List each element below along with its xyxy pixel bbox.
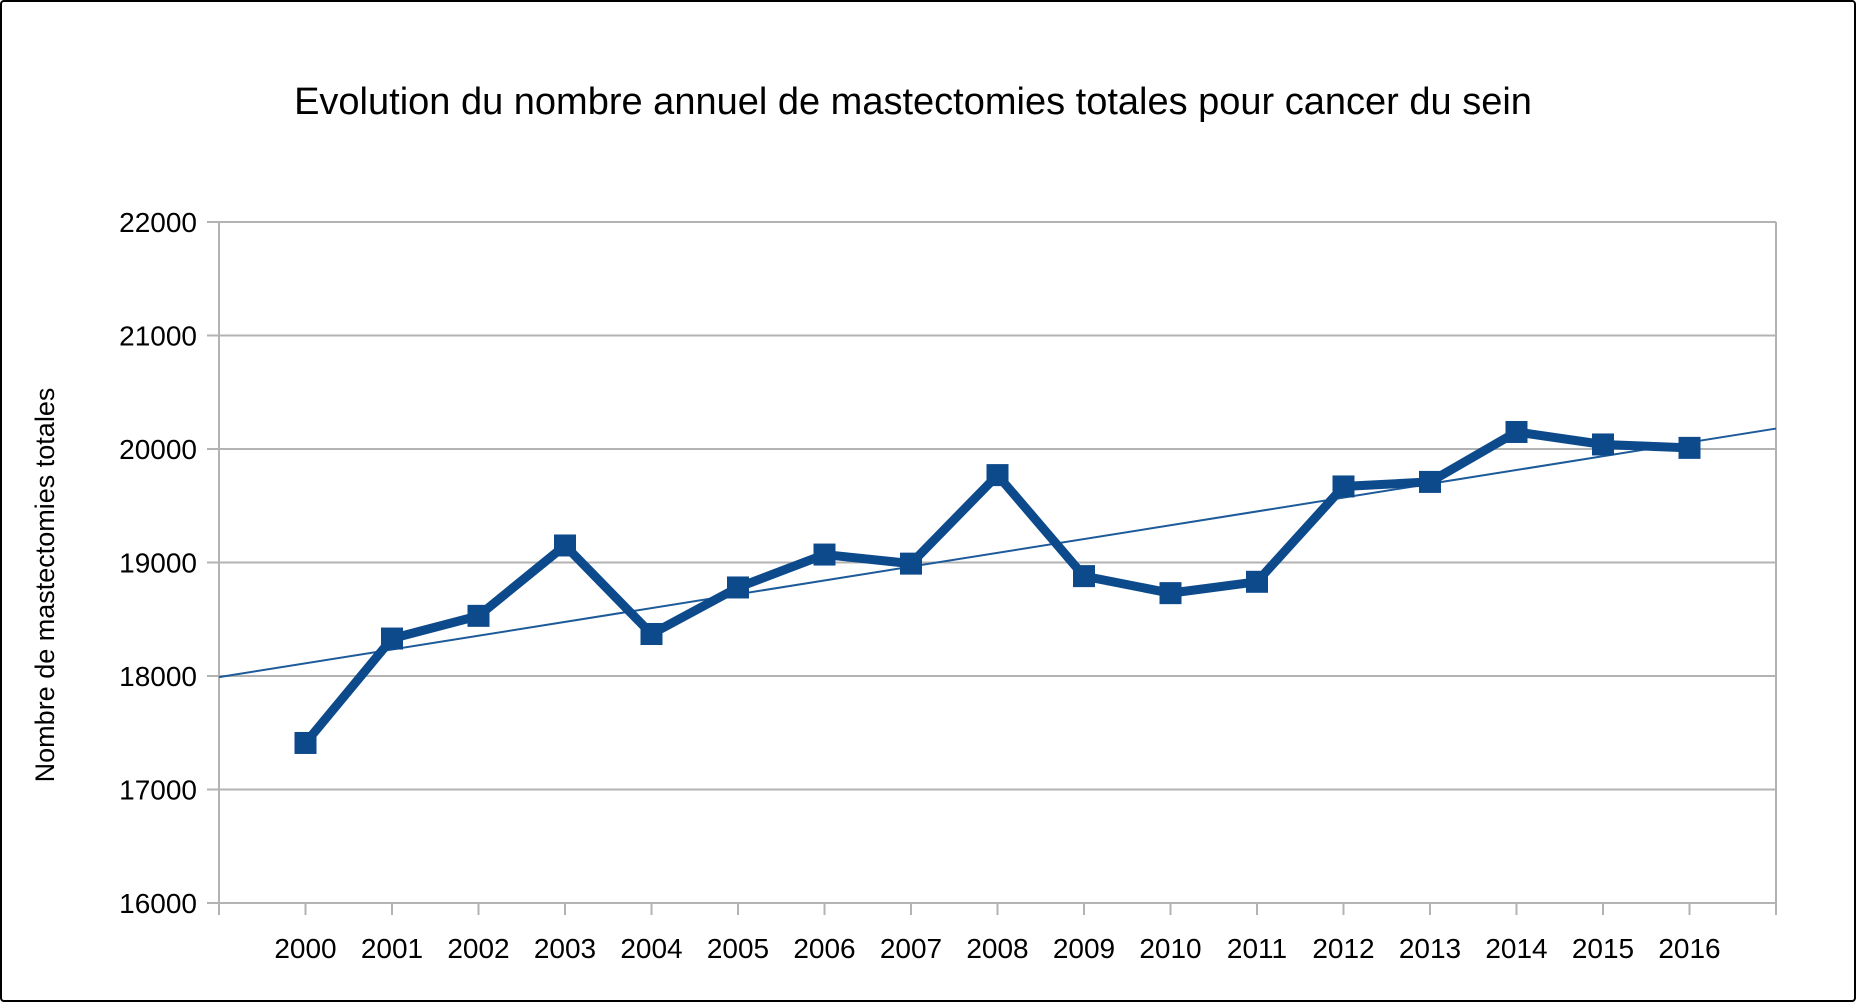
x-tick-label-2013: 2013: [1399, 933, 1461, 964]
data-point-2010: [1159, 582, 1182, 605]
x-tick-labels: 2000 2001 2002 2003 2004 2005 2006 2007 2008 2009…: [274, 933, 1720, 964]
trendline-group: [218, 427, 1777, 679]
x-tick-label-2003: 2003: [534, 933, 596, 964]
axes: [207, 221, 1777, 915]
y-tick-label-18000: 18000: [119, 661, 197, 692]
data-point-2015: [1592, 433, 1614, 456]
data-point-2005: [727, 576, 749, 599]
data-point-2009: [1073, 565, 1095, 588]
x-tick-label-2001: 2001: [361, 933, 423, 964]
data-point-2006: [813, 543, 836, 566]
y-tick-label-22000: 22000: [119, 207, 197, 238]
data-point-2003: [554, 534, 576, 557]
x-tick-label-2010: 2010: [1139, 933, 1201, 964]
x-tick-label-2002: 2002: [447, 933, 509, 964]
x-tick-label-2008: 2008: [966, 933, 1028, 964]
data-point-2014: [1505, 420, 1528, 443]
data-point-2000: [294, 731, 317, 754]
series-group: [294, 420, 1701, 754]
x-tick-label-2007: 2007: [880, 933, 942, 964]
gridlines: [219, 221, 1776, 791]
data-point-2012: [1332, 475, 1355, 498]
x-tick-label-2014: 2014: [1485, 933, 1547, 964]
data-point-2011: [1246, 570, 1268, 593]
x-tick-label-2006: 2006: [793, 933, 855, 964]
x-tick-label-2016: 2016: [1658, 933, 1720, 964]
trendline: [218, 427, 1777, 679]
data-point-2007: [900, 552, 922, 575]
y-axis-label: Nombre de mastectomies totales: [30, 388, 60, 783]
y-tick-label-19000: 19000: [119, 548, 197, 579]
x-tick-label-2015: 2015: [1572, 933, 1634, 964]
x-tick-label-2000: 2000: [274, 933, 336, 964]
y-tick-label-20000: 20000: [119, 434, 197, 465]
y-tick-label-21000: 21000: [119, 321, 197, 352]
y-tick-label-17000: 17000: [119, 775, 197, 806]
x-tick-label-2011: 2011: [1227, 933, 1287, 964]
data-point-2001: [381, 627, 403, 650]
x-tick-label-2009: 2009: [1053, 933, 1115, 964]
x-tick-label-2012: 2012: [1312, 933, 1374, 964]
y-tick-labels: 16000 17000 18000 19000 20000 21000 22000: [119, 207, 197, 919]
data-point-2008: [986, 464, 1009, 487]
x-tick-label-2004: 2004: [620, 933, 682, 964]
y-tick-label-16000: 16000: [119, 888, 197, 919]
data-point-2016: [1678, 436, 1701, 459]
data-point-2002: [467, 604, 490, 627]
x-tick-label-2005: 2005: [707, 933, 769, 964]
data-point-2013: [1419, 470, 1441, 493]
data-point-2004: [640, 623, 663, 646]
chart-title: Evolution du nombre annuel de mastectomi…: [294, 81, 1532, 123]
